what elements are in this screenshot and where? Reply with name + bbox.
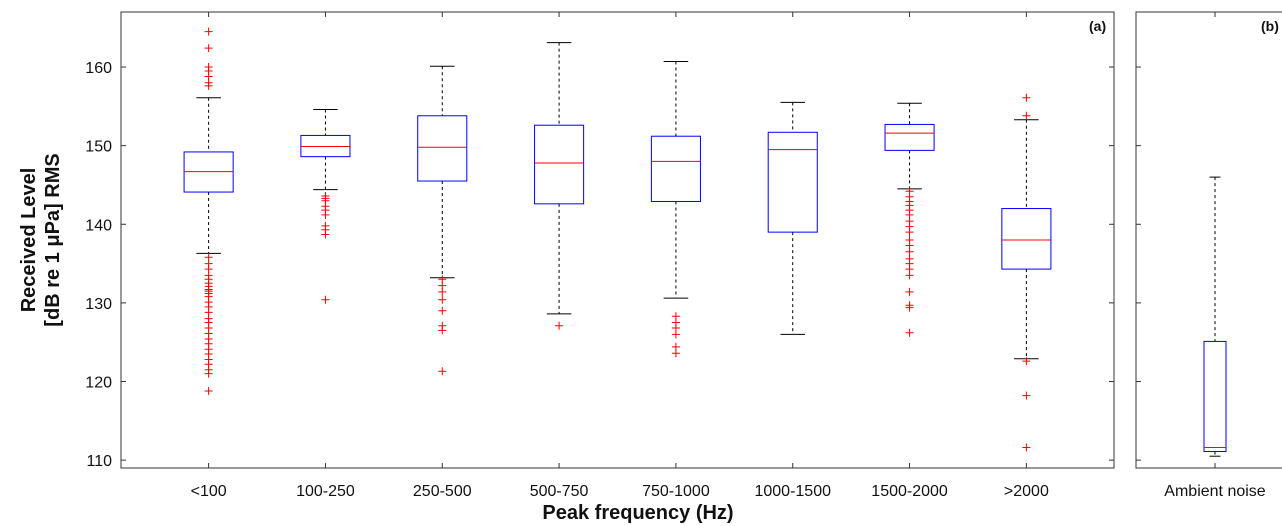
outlier-point [1022,357,1031,366]
box-iqr [1203,340,1227,452]
y-tick-label: 140 [85,217,112,234]
box-iqr [650,135,701,202]
box-iqr [1001,208,1052,270]
x-tick-label: Ambient noise [1164,483,1265,500]
box-iqr [417,115,468,182]
outlier-point [905,287,914,296]
x-tick-label: 1500-2000 [871,483,948,500]
panel-b-label: (b) [1261,18,1279,34]
outlier-point [1022,111,1031,120]
box-iqr [884,123,935,151]
outlier-point [438,367,447,376]
box-iqr [534,124,585,205]
outlier-point [204,44,213,53]
outlier-point [321,295,330,304]
y-tick-label: 160 [85,60,112,77]
outlier-point [204,369,213,378]
outlier-point [321,210,330,219]
outlier-point [1022,443,1031,452]
x-tick-label: <100 [191,483,227,500]
y-axis-title-line1: Received Level [18,168,40,313]
y-tick-label: 150 [85,139,112,156]
outlier-point [321,230,330,239]
outlier-point [905,247,914,256]
y-tick-label: 120 [85,375,112,392]
x-tick-label: 750-1000 [642,483,710,500]
x-tick-label: 250-500 [413,483,472,500]
outlier-point [438,295,447,304]
x-axis-title: Peak frequency (Hz) [542,502,733,524]
panel-b: Ambient noise (b) [1135,11,1282,500]
outlier-point [905,328,914,337]
x-tick-label: 100-250 [296,483,355,500]
y-axis-title-line2: [dB re 1 μPa] RMS [42,153,64,326]
outlier-point [905,303,914,312]
panel-a-label: (a) [1089,18,1106,34]
panel-a: 110 120 130 140 150 160 <100 100-250 250-500 500-… [85,11,1115,500]
x-tick-label: 1000-1500 [754,483,831,500]
outlier-point [555,321,564,330]
box-iqr [767,131,818,233]
outlier-point [1022,93,1031,102]
outlier-point [438,326,447,335]
panel-b-frame [1135,11,1282,469]
y-tick-label: 130 [85,296,112,313]
y-tick-label: 110 [86,453,112,470]
outlier-point [905,228,914,237]
outlier-point [204,81,213,90]
outlier-point [204,386,213,395]
x-tick-label: >2000 [1004,483,1049,500]
outlier-point [204,27,213,36]
outlier-point [905,271,914,280]
outlier-point [671,349,680,358]
outlier-point [438,306,447,315]
panel-a-frame [120,11,1115,469]
x-tick-label: 500-750 [530,483,589,500]
outlier-point [1022,391,1031,400]
outlier-point [438,287,447,296]
outlier-point [671,330,680,339]
